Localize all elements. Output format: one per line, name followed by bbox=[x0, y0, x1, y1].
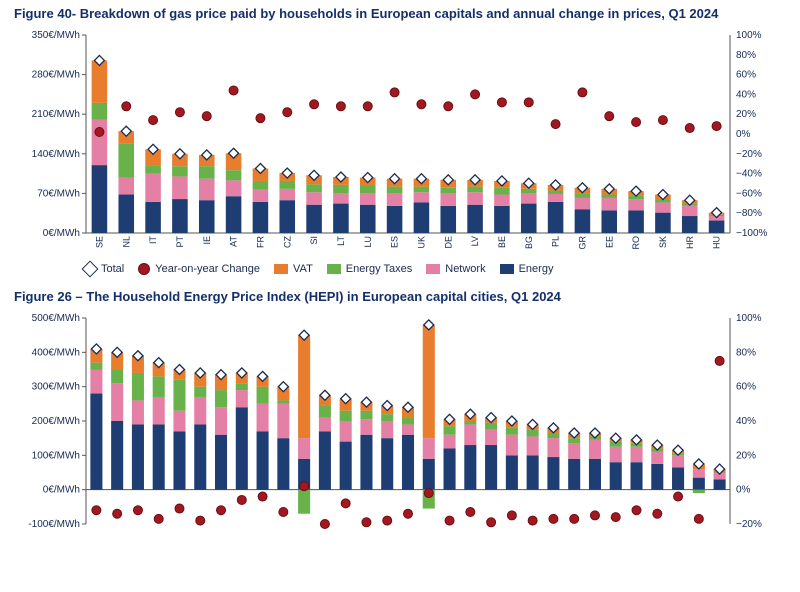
svg-text:140€/MWh: 140€/MWh bbox=[32, 149, 80, 160]
svg-text:−40%: −40% bbox=[736, 169, 762, 180]
legend-network: Network bbox=[445, 263, 485, 275]
svg-text:FR: FR bbox=[255, 236, 265, 248]
svg-text:SE: SE bbox=[94, 236, 104, 248]
svg-text:IT: IT bbox=[148, 235, 158, 244]
svg-text:−60%: −60% bbox=[736, 188, 762, 199]
svg-text:200€/MWh: 200€/MWh bbox=[32, 416, 80, 427]
energy-swatch bbox=[500, 264, 514, 274]
svg-text:20%: 20% bbox=[736, 109, 756, 120]
svg-text:0%: 0% bbox=[736, 129, 751, 140]
svg-text:AT: AT bbox=[229, 236, 239, 247]
svg-text:BE: BE bbox=[497, 236, 507, 248]
svg-text:280€/MWh: 280€/MWh bbox=[32, 70, 80, 81]
svg-text:300€/MWh: 300€/MWh bbox=[32, 382, 80, 393]
figure-40-legend: Total Year-on-year Change VAT Energy Tax… bbox=[24, 257, 776, 283]
total-icon bbox=[82, 261, 99, 278]
svg-text:40%: 40% bbox=[736, 416, 756, 427]
svg-text:HR: HR bbox=[685, 236, 695, 249]
svg-text:-100€/MWh: -100€/MWh bbox=[28, 519, 80, 530]
figure-26-chart: -100€/MWh 0€/MWh 100€/MWh 200€/MWh 300€/MWh 4… bbox=[24, 310, 776, 530]
svg-text:400€/MWh: 400€/MWh bbox=[32, 347, 80, 358]
svg-text:−80%: −80% bbox=[736, 208, 762, 219]
svg-text:UK: UK bbox=[416, 236, 426, 249]
svg-text:60%: 60% bbox=[736, 382, 756, 393]
legend-vat: VAT bbox=[293, 263, 313, 275]
svg-text:RO: RO bbox=[631, 236, 641, 250]
svg-text:20%: 20% bbox=[736, 450, 756, 461]
svg-text:−20%: −20% bbox=[736, 519, 762, 530]
svg-text:70€/MWh: 70€/MWh bbox=[37, 188, 80, 199]
svg-text:DE: DE bbox=[443, 236, 453, 249]
svg-text:80%: 80% bbox=[736, 50, 756, 61]
figure-40-chart: 0€/MWh 70€/MWh 140€/MWh 210€/MWh 280€/MWh 350… bbox=[24, 27, 776, 283]
svg-text:LU: LU bbox=[363, 236, 373, 248]
svg-text:500€/MWh: 500€/MWh bbox=[32, 313, 80, 324]
svg-text:BG: BG bbox=[524, 236, 534, 249]
svg-text:210€/MWh: 210€/MWh bbox=[32, 109, 80, 120]
svg-text:0€/MWh: 0€/MWh bbox=[43, 485, 80, 496]
svg-text:LT: LT bbox=[336, 236, 346, 246]
svg-text:100€/MWh: 100€/MWh bbox=[32, 450, 80, 461]
svg-text:SK: SK bbox=[658, 236, 668, 248]
svg-text:100%: 100% bbox=[736, 30, 762, 41]
vat-swatch bbox=[274, 264, 288, 274]
svg-text:PT: PT bbox=[175, 236, 185, 248]
svg-text:40%: 40% bbox=[736, 89, 756, 100]
svg-text:0%: 0% bbox=[736, 485, 751, 496]
svg-text:350€/MWh: 350€/MWh bbox=[32, 30, 80, 41]
svg-text:CZ: CZ bbox=[282, 236, 292, 248]
svg-text:IE: IE bbox=[202, 236, 212, 245]
network-swatch bbox=[426, 264, 440, 274]
svg-text:GR: GR bbox=[577, 235, 587, 249]
svg-text:−100%: −100% bbox=[736, 228, 768, 239]
svg-text:LV: LV bbox=[470, 236, 480, 246]
svg-text:HU: HU bbox=[712, 236, 722, 249]
svg-text:60%: 60% bbox=[736, 70, 756, 81]
yoy-icon bbox=[138, 263, 150, 275]
svg-text:SI: SI bbox=[309, 236, 319, 245]
figure-40-title: Figure 40- Breakdown of gas price paid b… bbox=[0, 0, 800, 23]
taxes-swatch bbox=[327, 264, 341, 274]
svg-text:−20%: −20% bbox=[736, 149, 762, 160]
svg-text:100%: 100% bbox=[736, 313, 762, 324]
legend-yoy: Year-on-year Change bbox=[155, 263, 260, 275]
legend-taxes: Energy Taxes bbox=[346, 263, 412, 275]
legend-energy: Energy bbox=[519, 263, 554, 275]
svg-text:EE: EE bbox=[604, 236, 614, 248]
figure-26-title: Figure 26 – The Household Energy Price I… bbox=[0, 283, 800, 306]
legend-total: Total bbox=[101, 263, 124, 275]
svg-text:80%: 80% bbox=[736, 347, 756, 358]
svg-text:NL: NL bbox=[121, 236, 131, 248]
svg-text:0€/MWh: 0€/MWh bbox=[43, 228, 80, 239]
svg-text:ES: ES bbox=[390, 236, 400, 248]
svg-text:PL: PL bbox=[551, 236, 561, 247]
